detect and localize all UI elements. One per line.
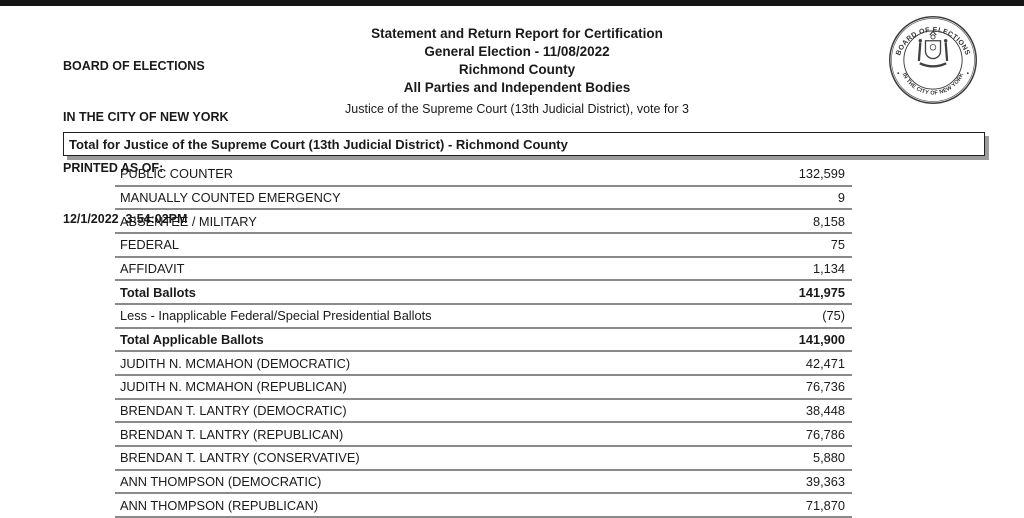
table-row: Total Ballots 141,975 — [115, 281, 852, 305]
row-value: 38,448 — [805, 402, 845, 418]
printed-timestamp: 12/1/2022 3:54:02PM — [63, 212, 188, 226]
row-value: (75) — [822, 308, 845, 324]
county-name: Richmond County — [458, 62, 576, 77]
agency-print-info: BOARD OF ELECTIONS IN THE CITY OF NEW YO… — [63, 24, 229, 245]
table-row: FEDERAL 75 — [115, 234, 852, 258]
row-label: ANN THOMPSON (DEMOCRATIC) — [120, 473, 322, 489]
row-label: MANUALLY COUNTED EMERGENCY — [120, 189, 341, 205]
seal-graphic: BOARD OF ELECTIONS IN THE CITY OF NEW YO… — [889, 16, 977, 104]
row-label: JUDITH N. MCMAHON (DEMOCRATIC) — [120, 355, 351, 371]
table-row: Total Applicable Ballots 141,900 — [115, 329, 852, 353]
row-value: 1,134 — [812, 260, 845, 276]
section-header: Total for Justice of the Supreme Court (… — [63, 132, 985, 156]
row-label: BRENDAN T. LANTRY (CONSERVATIVE) — [120, 450, 360, 466]
row-value: 75 — [830, 237, 845, 253]
row-label: FEDERAL — [120, 237, 180, 253]
agency-name-line2: IN THE CITY OF NEW YORK — [63, 110, 229, 124]
row-value: 9 — [837, 189, 845, 205]
row-label: Less - Inapplicable Federal/Special Pres… — [120, 308, 432, 324]
table-row: JUDITH N. MCMAHON (DEMOCRATIC) 42,471 — [115, 352, 852, 376]
table-row: BRENDAN T. LANTRY (REPUBLICAN) 76,786 — [115, 423, 852, 447]
agency-name-line1: BOARD OF ELECTIONS — [63, 59, 205, 73]
row-label: BRENDAN T. LANTRY (REPUBLICAN) — [120, 426, 344, 442]
table-row: JUDITH N. MCMAHON (REPUBLICAN) 76,736 — [115, 376, 852, 400]
coat-of-arms — [897, 30, 969, 75]
row-value: 132,599 — [798, 166, 845, 182]
table-row: BRENDAN T. LANTRY (CONSERVATIVE) 5,880 — [115, 447, 852, 471]
row-value: 76,736 — [805, 379, 845, 395]
report-title: Statement and Return Report for Certific… — [371, 26, 663, 41]
row-label: ANN THOMPSON (REPUBLICAN) — [120, 497, 319, 513]
row-value: 141,975 — [798, 284, 845, 300]
printed-as-of-label: PRINTED AS OF: — [63, 161, 164, 175]
table-row: ABSENTEE / MILITARY 8,158 — [115, 210, 852, 234]
table-row: AFFIDAVIT 1,134 — [115, 258, 852, 282]
section-title: Total for Justice of the Supreme Court (… — [69, 137, 568, 152]
row-value: 39,363 — [805, 473, 845, 489]
table-row: MANUALLY COUNTED EMERGENCY 9 — [115, 187, 852, 211]
row-value: 42,471 — [805, 355, 845, 371]
contest-line: Justice of the Supreme Court (13th Judic… — [345, 102, 689, 116]
election-name: General Election - 11/08/2022 — [424, 44, 610, 59]
results-table: PUBLIC COUNTER 132,599 MANUALLY COUNTED … — [115, 163, 852, 518]
svg-text:IN THE CITY OF NEW YORK: IN THE CITY OF NEW YORK — [901, 72, 966, 96]
row-value: 8,158 — [812, 213, 845, 229]
row-value: 76,786 — [805, 426, 845, 442]
parties-line: All Parties and Independent Bodies — [403, 80, 631, 95]
row-label: AFFIDAVIT — [120, 260, 185, 276]
board-of-elections-seal: BOARD OF ELECTIONS IN THE CITY OF NEW YO… — [886, 13, 980, 107]
row-label: Total Ballots — [120, 284, 196, 300]
seal-bottom-text: IN THE CITY OF NEW YORK — [901, 72, 966, 96]
report-title-block: Statement and Return Report for Certific… — [10, 25, 1024, 118]
row-value: 5,880 — [812, 450, 845, 466]
row-value: 141,900 — [798, 331, 845, 347]
row-value: 71,870 — [805, 497, 845, 513]
top-border-bar — [0, 0, 1024, 6]
table-row: ANN THOMPSON (DEMOCRATIC) 39,363 — [115, 471, 852, 495]
table-row: ANN THOMPSON (REPUBLICAN) 71,870 — [115, 494, 852, 518]
table-row: Less - Inapplicable Federal/Special Pres… — [115, 305, 852, 329]
table-row: PUBLIC COUNTER 132,599 — [115, 163, 852, 187]
row-label: PUBLIC COUNTER — [120, 166, 234, 182]
row-label: Total Applicable Ballots — [120, 331, 264, 347]
row-label: JUDITH N. MCMAHON (REPUBLICAN) — [120, 379, 347, 395]
row-label: ABSENTEE / MILITARY — [120, 213, 257, 229]
row-label: BRENDAN T. LANTRY (DEMOCRATIC) — [120, 402, 347, 418]
table-row: BRENDAN T. LANTRY (DEMOCRATIC) 38,448 — [115, 400, 852, 424]
